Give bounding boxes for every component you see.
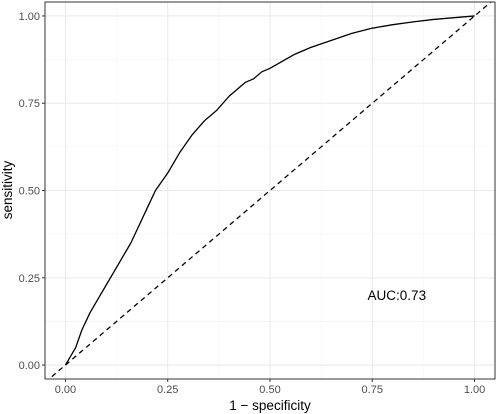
y-axis-title: sensitivity [0,160,15,219]
y-tick-label: 1.00 [19,11,40,23]
auc-annotation: AUC:0.73 [368,288,427,303]
x-tick-label: 0.00 [55,384,76,396]
y-tick-label: 0.50 [19,186,40,198]
y-axis-ticks: 0.00 0.25 0.50 0.75 1.00 [19,11,45,372]
y-tick-label: 0.25 [19,273,40,285]
x-tick-label: 0.75 [362,384,383,396]
x-axis-title: 1 − specificity [229,398,311,413]
grid-major [45,2,495,379]
x-tick-label: 0.25 [157,384,178,396]
x-tick-label: 0.50 [259,384,280,396]
x-axis-ticks: 0.00 0.25 0.50 0.75 1.00 [55,379,485,396]
roc-curve-line [64,15,475,366]
x-tick-label: 1.00 [464,384,485,396]
y-tick-label: 0.00 [19,360,40,372]
annotation-layer: AUC:0.73 [368,288,427,303]
series-layer [48,2,492,379]
y-tick-label: 0.75 [19,98,40,110]
